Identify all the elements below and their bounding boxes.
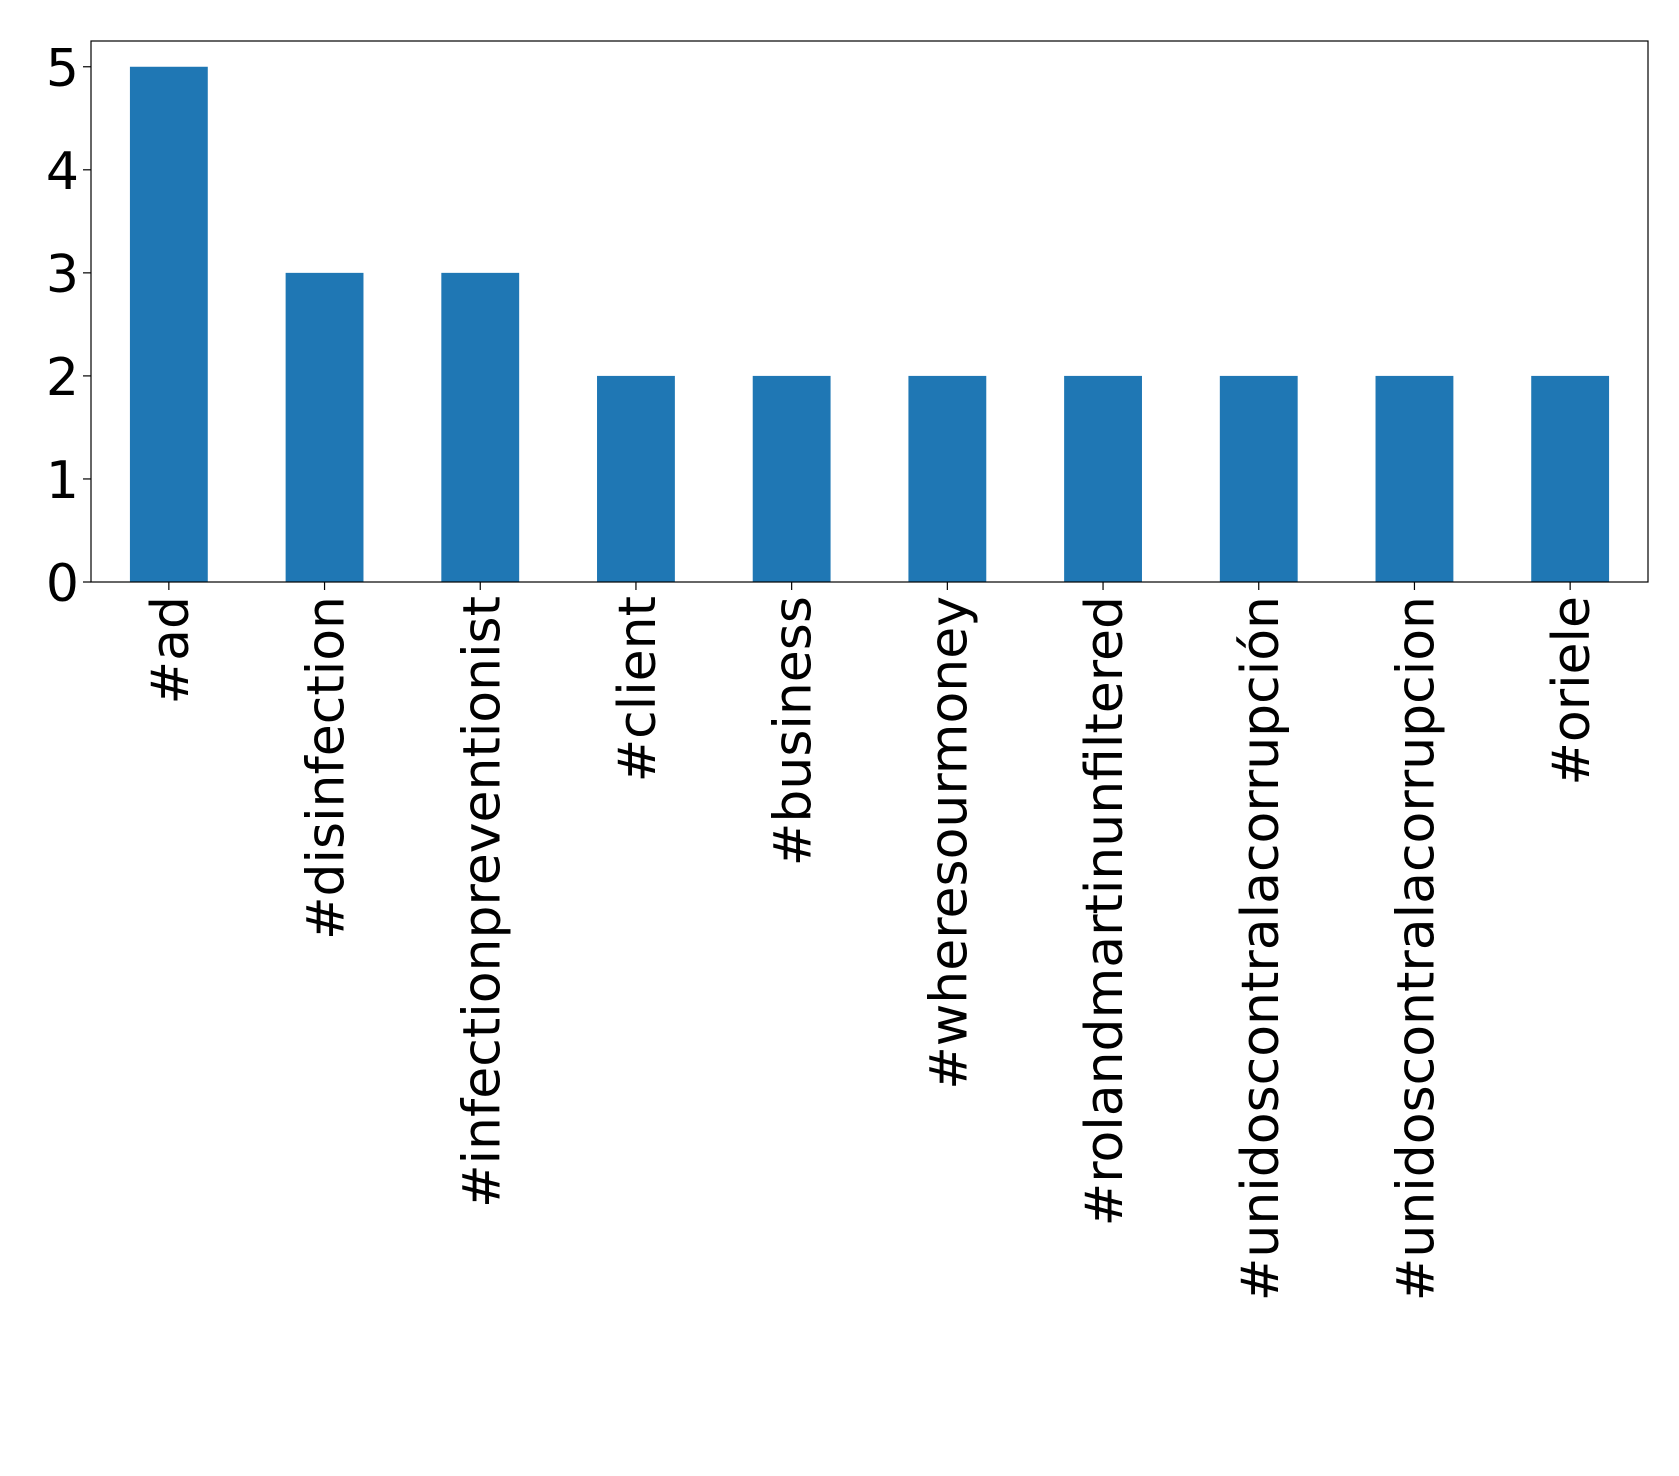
x-tick-label: #wheresourmoney — [919, 596, 979, 1090]
plot-frame — [90, 40, 1649, 583]
bar — [752, 375, 831, 582]
y-tick-label: 3 — [46, 245, 79, 305]
x-tick-label: #rolandmartinunfiltered — [1075, 596, 1135, 1226]
x-tick-label: #unidoscontralacorrupcion — [1386, 596, 1446, 1301]
y-tick-label: 2 — [46, 348, 79, 408]
x-tick-label: #client — [608, 596, 668, 782]
x-tick-label: #disinfection — [297, 596, 357, 940]
x-tick-label: #ad — [141, 596, 201, 704]
y-tick-label: 4 — [46, 142, 79, 202]
bar — [441, 272, 520, 582]
x-tick-label: #business — [764, 596, 824, 866]
bar — [908, 375, 987, 582]
bar — [1219, 375, 1298, 582]
x-tick-label: #unidoscontralacorrupción — [1231, 596, 1291, 1301]
bar — [1531, 375, 1610, 582]
y-tick-label: 1 — [46, 451, 79, 511]
bar — [597, 375, 675, 582]
x-tick-label: #oriele — [1542, 596, 1602, 786]
x-tick-label: #infectionpreventionist — [452, 596, 512, 1208]
y-tick-label: 0 — [46, 554, 79, 614]
bar — [1375, 375, 1454, 582]
bar — [1064, 375, 1142, 582]
y-tick-label: 5 — [46, 39, 79, 99]
bar — [129, 66, 208, 582]
bar — [285, 272, 364, 582]
